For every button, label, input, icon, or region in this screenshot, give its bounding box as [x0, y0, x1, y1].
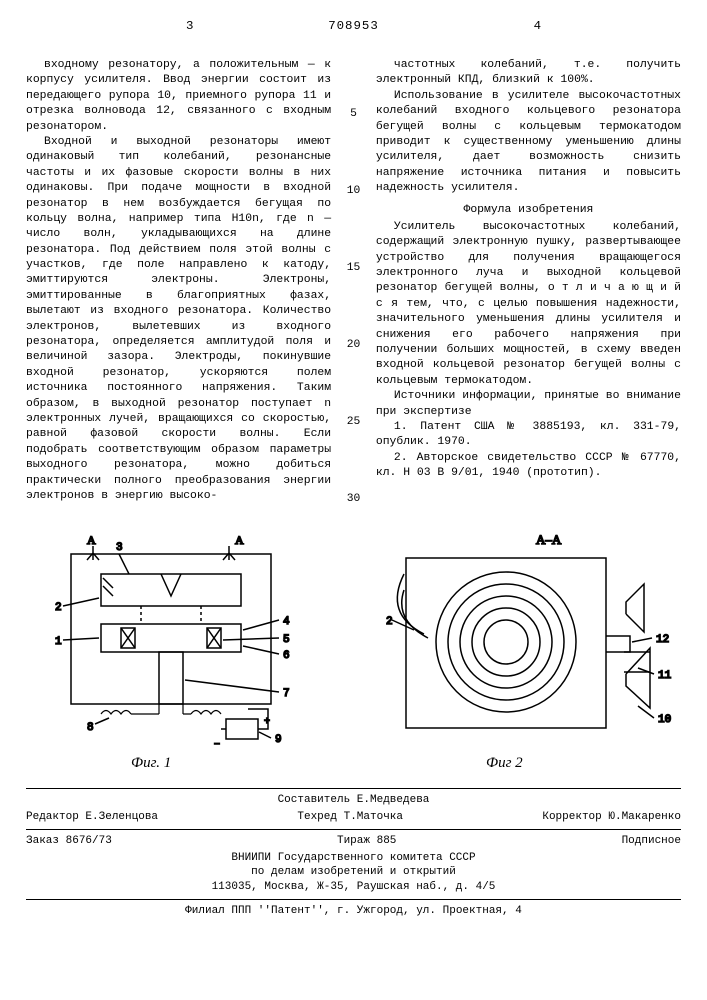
imprint-footer: Составитель Е.Медведева Редактор Е.Зелен…: [26, 788, 681, 919]
left-para-2: Входной и выходной резонаторы имеют один…: [26, 135, 331, 504]
fig1-label-3: 3: [116, 542, 123, 554]
patent-page: 3 708953 4 входному резонатору, а положи…: [0, 0, 707, 1000]
corrector-label: Корректор: [542, 811, 601, 823]
right-para-2: Использование в усилителе высокочастотны…: [376, 89, 681, 197]
sources-heading: Источники информации, принятые во вниман…: [376, 389, 681, 420]
svg-text:+: +: [264, 717, 270, 728]
fig1-caption: Фиг. 1: [131, 755, 171, 771]
line-number: 20: [345, 338, 362, 352]
line-number: 10: [345, 184, 362, 198]
fig2-label-2: 2: [386, 616, 393, 628]
page-number-right: 4: [534, 18, 541, 35]
doc-number: 708953: [328, 18, 379, 35]
tirage-value: 885: [377, 835, 397, 847]
line-number: 5: [345, 107, 362, 121]
org-line-2: по делам изобретений и открытий: [26, 865, 681, 880]
figure-2: А–А 2 12 11 10: [356, 524, 676, 774]
order-value: 8676/73: [66, 835, 112, 847]
line-number: 30: [345, 492, 362, 506]
fig1-label-8: 8: [87, 722, 94, 734]
left-column: входному резонатору, а положительным — к…: [26, 58, 331, 510]
fig1-label-9: 9: [275, 734, 282, 746]
right-column: частотных колебаний, т.е. получить элект…: [376, 58, 681, 510]
page-number-left: 3: [186, 18, 193, 35]
org-address: 113035, Москва, Ж-35, Раушская наб., д. …: [26, 880, 681, 895]
fig2-label-10: 10: [658, 714, 671, 726]
tech-label: Техред: [297, 811, 337, 823]
tirage-label: Тираж: [337, 835, 370, 847]
fig2-caption: Фиг 2: [486, 755, 523, 771]
fig1-label-4: 4: [283, 616, 290, 628]
editor-label: Редактор: [26, 811, 79, 823]
header: 3 708953 4: [26, 18, 681, 58]
org-line-1: ВНИИПИ Государственного комитета СССР: [26, 851, 681, 866]
fig1-label-5: 5: [283, 634, 290, 646]
fig1-label-7: 7: [283, 688, 290, 700]
right-para-5: 2. Авторское свидетельство СССР № 67770,…: [376, 451, 681, 482]
subscription: Подписное: [622, 834, 681, 849]
branch-line: Филиал ППП ''Патент'', г. Ужгород, ул. П…: [26, 904, 681, 919]
corrector-name: Ю.Макаренко: [608, 811, 681, 823]
fig1-label-2: 2: [55, 602, 62, 614]
body-columns: входному резонатору, а положительным — к…: [26, 58, 681, 510]
order-label: Заказ: [26, 835, 59, 847]
line-number: 25: [345, 415, 362, 429]
fig2-label-11: 11: [658, 670, 672, 682]
editor-name: Е.Зеленцова: [85, 811, 158, 823]
tech-name: Т.Маточка: [344, 811, 403, 823]
svg-text:−: −: [214, 740, 220, 751]
compiler-label: Составитель: [278, 794, 351, 806]
figure-1: А А 3: [31, 524, 331, 774]
line-number: 15: [345, 261, 362, 275]
fig1-label-6: 6: [283, 650, 290, 662]
right-para-3: Усилитель высокочастотных колебаний, сод…: [376, 220, 681, 389]
claim-heading: Формула изобретения: [376, 203, 681, 218]
right-para-1: частотных колебаний, т.е. получить элект…: [376, 58, 681, 89]
fig2-label-12: 12: [656, 634, 669, 646]
right-para-4: 1. Патент США № 3885193, кл. 331-79, опу…: [376, 420, 681, 451]
figures-row: А А 3: [26, 524, 681, 774]
fig2-section-title: А–А: [536, 532, 562, 547]
section-mark-A-top-r: А: [235, 533, 244, 547]
fig1-label-1: 1: [55, 636, 62, 648]
section-mark-A-top: А: [87, 533, 96, 547]
compiler-name: Е.Медведева: [357, 794, 430, 806]
left-para-1: входному резонатору, а положительным — к…: [26, 58, 331, 135]
line-number-gutter: 5 10 15 20 25 30: [345, 58, 362, 510]
